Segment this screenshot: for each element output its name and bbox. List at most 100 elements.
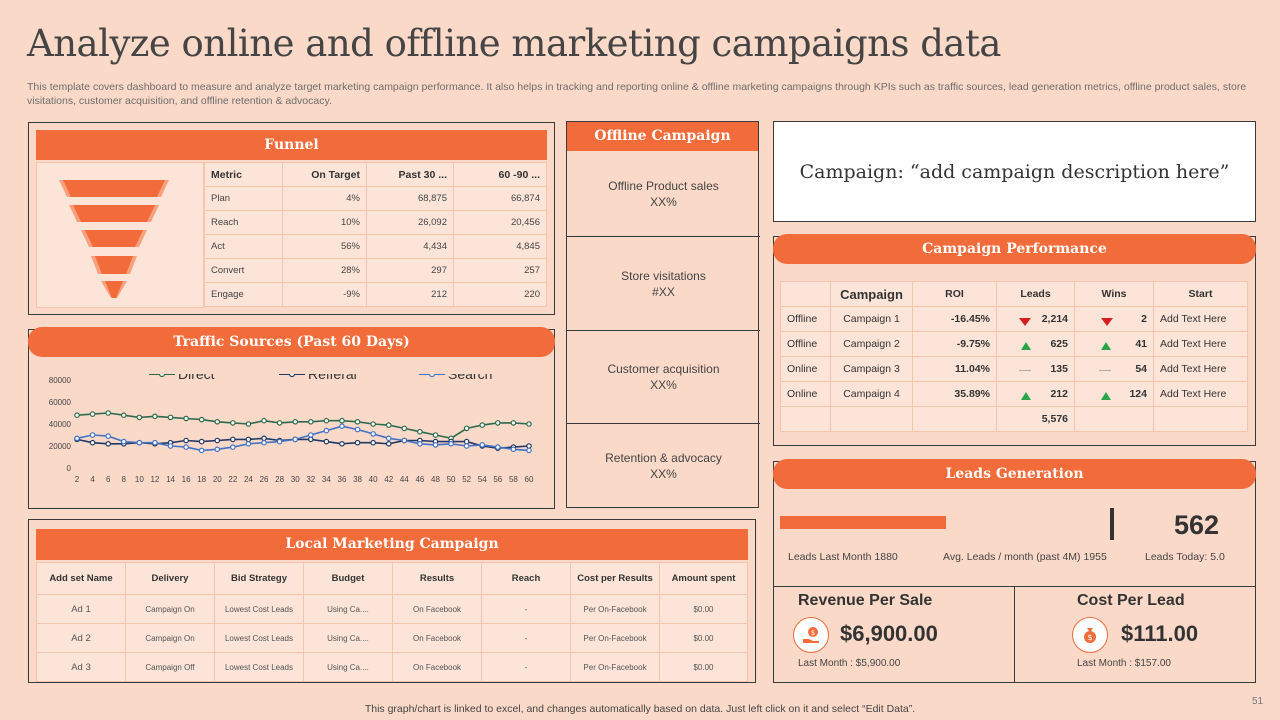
cost-title: Cost Per Lead xyxy=(1077,592,1185,609)
perf-start: Add Text Here xyxy=(1153,381,1248,407)
local-header: Budget xyxy=(303,562,393,595)
local-header: Add set Name xyxy=(36,562,126,595)
perf-leads: 2,214 xyxy=(1041,312,1068,325)
offline-product-sales: Offline Product sales XX% xyxy=(567,151,760,237)
x-tick-label: 54 xyxy=(478,475,487,484)
data-point-direct xyxy=(526,421,532,427)
data-point-direct xyxy=(120,412,127,419)
x-tick-label: 36 xyxy=(338,475,347,484)
data-point-search xyxy=(120,438,127,445)
funnel-metric: Engage xyxy=(204,282,283,307)
funnel-metric: Act xyxy=(204,234,283,259)
store-visitations: Store visitations #XX xyxy=(567,237,760,331)
data-point-search xyxy=(463,443,470,449)
trend-up-icon xyxy=(1021,392,1031,400)
data-point-search xyxy=(354,426,361,433)
leads-today: Leads Today: 5.0 xyxy=(1145,551,1225,563)
data-point-direct xyxy=(354,418,361,425)
perf-start: Add Text Here xyxy=(1153,356,1248,382)
data-point-direct xyxy=(323,417,330,424)
data-point-search xyxy=(214,446,221,453)
trend-down-icon xyxy=(1019,317,1031,326)
trend-flat-icon xyxy=(1099,370,1111,371)
local-cell: Lowest Cost Leads xyxy=(214,652,304,682)
y-tick-label: 80000 xyxy=(49,376,72,385)
data-point-search xyxy=(479,442,486,448)
trend-up-icon xyxy=(1101,342,1111,350)
local-cell: Lowest Cost Leads xyxy=(214,594,304,624)
leads-vertical-divider xyxy=(1014,586,1015,683)
funnel-header: 60 -90 ... xyxy=(453,162,547,187)
data-point-direct xyxy=(198,416,205,423)
data-point-refferal xyxy=(214,437,221,444)
data-point-direct xyxy=(370,421,376,427)
perf-name: Campaign 1 xyxy=(830,306,913,332)
x-tick-label: 4 xyxy=(90,475,95,484)
perf-roi: 35.89% xyxy=(912,381,997,407)
funnel-header: Past 30 ... xyxy=(366,162,454,187)
perf-roi: -16.45% xyxy=(912,306,997,332)
funnel-title: Funnel xyxy=(36,130,547,160)
offline-item-label: Offline Product sales xyxy=(608,178,719,193)
data-point-refferal xyxy=(198,438,205,445)
funnel-header: On Target xyxy=(282,162,367,187)
series-line-search xyxy=(76,425,530,452)
funnel-past30: 26,092 xyxy=(366,210,454,235)
y-tick-label: 60000 xyxy=(49,398,72,407)
legend-label: Search xyxy=(448,374,492,382)
data-point-direct xyxy=(214,418,221,425)
offline-item-value: XX% xyxy=(650,467,677,481)
traffic-panel: 0 20000 40000 60000 80000 2 4 6 8 10 12 14 16 18 20 22 2… xyxy=(28,329,555,509)
table-row: Engage -9% 212 220 xyxy=(204,282,547,307)
perf-wins: 2 xyxy=(1141,312,1147,325)
campaign-description: Campaign: “add campaign description here… xyxy=(799,160,1230,183)
data-point-search xyxy=(323,427,330,434)
funnel-on-target: -9% xyxy=(282,282,367,307)
data-point-direct xyxy=(245,421,252,427)
perf-total-leads: 5,576 xyxy=(996,406,1075,432)
x-tick-label: 8 xyxy=(122,475,127,484)
offline-item-label: Retention & advocacy xyxy=(605,451,722,465)
x-tick-label: 48 xyxy=(431,475,440,484)
x-tick-label: 56 xyxy=(493,475,502,484)
funnel-on-target: 4% xyxy=(282,186,367,211)
table-row: Convert 28% 297 257 xyxy=(204,258,547,283)
trend-down-icon xyxy=(1101,317,1113,326)
funnel-header: Metric xyxy=(204,162,283,187)
data-point-direct xyxy=(417,428,423,435)
x-tick-label: 12 xyxy=(150,475,159,484)
data-point-search xyxy=(385,435,392,442)
funnel-past60: 4,845 xyxy=(453,234,547,259)
funnel-metric: Reach xyxy=(204,210,283,235)
offline-panel: Offline Campaign Offline Product sales X… xyxy=(566,121,760,508)
funnel-on-target: 10% xyxy=(282,210,367,235)
local-cell: Campaign On xyxy=(125,594,215,624)
x-tick-label: 38 xyxy=(353,475,362,484)
table-row: Act 56% 4,434 4,845 xyxy=(204,234,547,259)
cost-value: $111.00 xyxy=(1121,621,1199,646)
data-point-direct xyxy=(292,418,299,425)
x-tick-label: 16 xyxy=(182,475,191,484)
funnel-on-target: 56% xyxy=(282,234,367,259)
x-tick-label: 10 xyxy=(135,475,144,484)
leads-today-value: 562 xyxy=(1174,510,1220,540)
perf-leads: 625 xyxy=(1050,338,1068,350)
data-point-search xyxy=(276,438,283,445)
money-hand-icon: $ xyxy=(793,617,829,653)
data-point-refferal xyxy=(245,436,252,443)
data-point-refferal xyxy=(307,436,314,443)
data-point-refferal xyxy=(370,439,376,446)
data-point-direct xyxy=(479,422,486,428)
table-row: Ad 1 Campaign On Lowest Cost Leads Using… xyxy=(36,594,748,624)
y-tick-label: 0 xyxy=(67,464,72,473)
leads-progress-bar xyxy=(780,516,946,529)
data-point-refferal xyxy=(261,435,267,442)
data-point-direct xyxy=(261,417,267,424)
data-point-direct xyxy=(307,418,314,425)
perf-start: Add Text Here xyxy=(1153,331,1248,357)
local-cell: - xyxy=(481,652,571,682)
perf-name: Campaign 4 xyxy=(830,381,913,407)
x-tick-label: 22 xyxy=(228,475,237,484)
data-point-refferal xyxy=(230,436,236,443)
